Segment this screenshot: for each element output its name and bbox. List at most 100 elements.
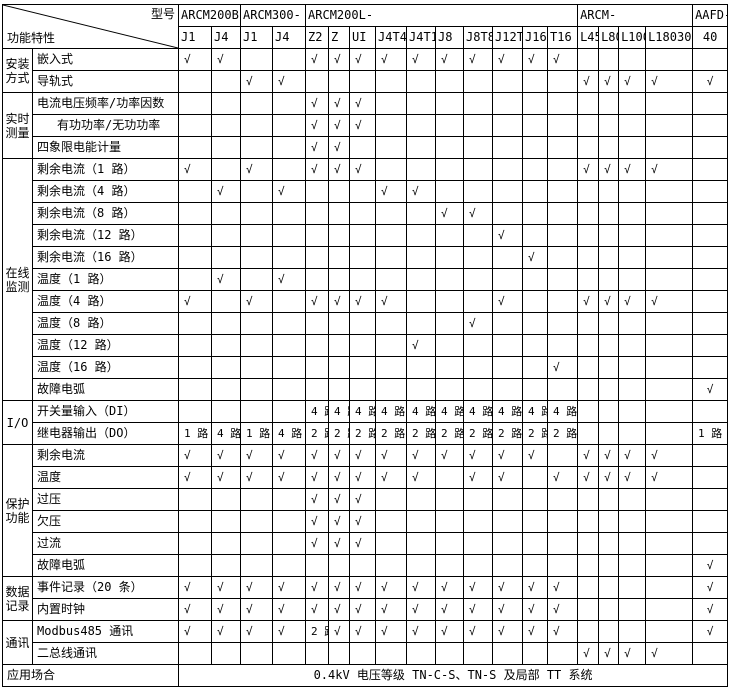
feature-cell bbox=[328, 356, 351, 379]
feature-cell bbox=[211, 290, 241, 313]
feature-cell bbox=[435, 642, 465, 665]
feature-label: 过压 bbox=[32, 488, 179, 511]
feature-cell: √ bbox=[178, 598, 212, 621]
feature-cell bbox=[211, 158, 241, 181]
feature-cell bbox=[406, 114, 437, 137]
feature-row: 欠压 √ √ √ bbox=[3, 510, 729, 533]
feature-cell bbox=[328, 378, 351, 401]
feature-label: 二总线通讯 bbox=[32, 642, 179, 665]
feature-cell bbox=[435, 532, 465, 555]
feature-cell bbox=[645, 114, 694, 137]
feature-cell: 4 路 bbox=[522, 400, 549, 423]
feature-cell bbox=[577, 224, 600, 247]
model-column-header: J4 bbox=[271, 26, 307, 49]
feature-cell bbox=[375, 224, 408, 247]
feature-row: 数据 记录 事件记录（20 条） √ √ √ √ √ √ √ √ √ √ √ √ √ √ √ bbox=[2, 576, 729, 621]
feature-cell: √ bbox=[492, 48, 524, 71]
feature-cell bbox=[463, 290, 494, 313]
feature-cell: √ bbox=[349, 290, 377, 313]
feature-cell bbox=[577, 510, 600, 533]
feature-cell bbox=[522, 114, 549, 137]
feature-label: 欠压 bbox=[32, 510, 179, 533]
feature-cell: √ bbox=[328, 92, 351, 115]
feature-cell bbox=[547, 158, 579, 181]
feature-label: 温度（12 路） bbox=[32, 334, 179, 357]
feature-cell: 2 路 bbox=[463, 422, 494, 445]
feature-label: 剩余电流 bbox=[32, 444, 179, 467]
feature-cell bbox=[598, 422, 620, 445]
feature-cell bbox=[577, 180, 600, 203]
feature-cell: 1 路 bbox=[178, 422, 212, 445]
feature-cell bbox=[547, 202, 579, 225]
feature-cell bbox=[547, 268, 579, 291]
feature-cell bbox=[406, 224, 437, 247]
feature-cell bbox=[692, 48, 729, 71]
feature-cell: √ bbox=[522, 48, 549, 71]
feature-row: 剩余电流（16 路） √ bbox=[3, 246, 729, 269]
feature-label: 故障电弧 bbox=[32, 554, 179, 577]
feature-cell bbox=[328, 180, 351, 203]
feature-cell: √ bbox=[178, 466, 212, 489]
feature-cell bbox=[305, 378, 330, 401]
feature-cell bbox=[375, 70, 408, 93]
section-label: 在线 监测 bbox=[2, 158, 33, 401]
feature-cell bbox=[645, 488, 694, 511]
feature-cell bbox=[618, 620, 647, 643]
feature-cell bbox=[645, 422, 694, 445]
feature-cell bbox=[240, 356, 273, 379]
feature-cell: 2 路 bbox=[492, 422, 524, 445]
feature-cell: √ bbox=[211, 576, 241, 599]
feature-cell bbox=[692, 290, 729, 313]
model-column-header: J4 bbox=[211, 26, 241, 49]
feature-cell: √ bbox=[435, 202, 465, 225]
feature-cell bbox=[463, 92, 494, 115]
feature-cell bbox=[240, 642, 273, 665]
feature-cell bbox=[463, 488, 494, 511]
feature-cell bbox=[522, 554, 549, 577]
feature-cell bbox=[645, 356, 694, 379]
model-column-header: 40 bbox=[692, 26, 729, 49]
feature-cell bbox=[618, 48, 647, 71]
feature-cell bbox=[547, 554, 579, 577]
feature-cell bbox=[692, 180, 729, 203]
feature-cell bbox=[375, 378, 408, 401]
feature-cell bbox=[375, 92, 408, 115]
feature-cell: 4 路 bbox=[406, 400, 437, 423]
feature-row: 继电器输出（DO）1 路4 路1 路4 路2 路2 路2 路2 路2 路2 路2… bbox=[3, 422, 729, 445]
feature-cell bbox=[178, 532, 212, 555]
feature-cell bbox=[178, 642, 212, 665]
feature-cell bbox=[178, 510, 212, 533]
feature-cell: √ bbox=[463, 466, 494, 489]
feature-cell bbox=[178, 70, 212, 93]
feature-cell: √ bbox=[577, 444, 600, 467]
feature-cell bbox=[375, 114, 408, 137]
feature-cell bbox=[211, 554, 241, 577]
feature-cell: √ bbox=[328, 158, 351, 181]
feature-cell bbox=[492, 356, 524, 379]
model-column-header: J16 bbox=[522, 26, 549, 49]
feature-cell bbox=[211, 224, 241, 247]
feature-row: 过流 √ √ √ bbox=[3, 532, 729, 555]
feature-cell bbox=[618, 532, 647, 555]
feature-row: 四象限电能计量 √ √ bbox=[3, 136, 729, 159]
feature-cell bbox=[492, 202, 524, 225]
feature-cell: √ bbox=[547, 620, 579, 643]
feature-cell bbox=[178, 180, 212, 203]
feature-cell: √ bbox=[178, 444, 212, 467]
feature-cell bbox=[492, 136, 524, 159]
feature-cell: √ bbox=[349, 576, 377, 599]
feature-cell bbox=[522, 290, 549, 313]
feature-cell bbox=[547, 510, 579, 533]
feature-cell bbox=[435, 246, 465, 269]
feature-cell bbox=[349, 356, 377, 379]
feature-cell: √ bbox=[406, 466, 437, 489]
feature-comparison-table: 型号功能特性ARCM200BL-ARCM300-ARCM200L-ARCM-AA… bbox=[2, 4, 729, 687]
feature-cell bbox=[328, 268, 351, 291]
feature-cell bbox=[271, 290, 307, 313]
model-column-header: L100 bbox=[618, 26, 647, 49]
feature-cell bbox=[522, 532, 549, 555]
feature-cell: √ bbox=[435, 598, 465, 621]
feature-cell bbox=[211, 400, 241, 423]
feature-cell: √ bbox=[328, 444, 351, 467]
feature-cell bbox=[618, 246, 647, 269]
